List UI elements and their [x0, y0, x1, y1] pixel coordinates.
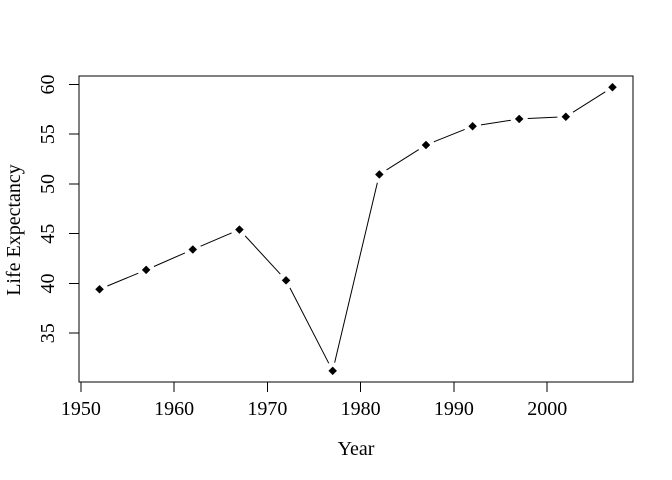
data-line-segment — [480, 119, 511, 126]
data-point-marker — [328, 366, 338, 376]
data-line-segment — [572, 91, 606, 113]
data-line-segment — [200, 232, 232, 247]
x-tick-label: 1960 — [154, 398, 194, 420]
data-line-segment — [153, 252, 186, 267]
data-point-marker — [188, 245, 198, 254]
data-line-segment — [386, 149, 420, 171]
data-point-marker — [235, 225, 244, 234]
y-tick-label: 60 — [37, 74, 59, 94]
plot-border — [78, 75, 634, 383]
data-line-segment — [527, 116, 558, 120]
data-point-marker — [608, 82, 617, 92]
x-tick-label: 1990 — [434, 398, 474, 420]
data-line-segment — [334, 182, 378, 363]
y-tick-label: 35 — [37, 323, 59, 343]
data-line-segment — [433, 128, 465, 143]
data-point-marker — [141, 265, 151, 275]
plot-layer: 1950 1960 1970 1980 1990 2000 35 40 45 50 55 60 — [37, 74, 634, 420]
data-line-segment — [244, 235, 281, 275]
data-point-marker — [421, 140, 431, 150]
data-point-marker — [95, 284, 104, 294]
data-line-segment — [107, 272, 139, 287]
data-line-segment — [289, 287, 330, 364]
x-tick-label: 1970 — [247, 398, 287, 420]
y-tick-label: 55 — [37, 124, 59, 144]
data-point-marker — [561, 112, 571, 122]
data-point-marker — [374, 170, 384, 179]
data-point-marker — [281, 275, 291, 285]
x-tick-label: 1950 — [61, 398, 101, 420]
y-axis-title: Life Expectancy — [3, 164, 25, 296]
x-tick-label: 2000 — [527, 398, 567, 420]
data-point-marker — [514, 114, 524, 124]
data-point-marker — [468, 121, 477, 131]
x-axis-title: Year — [338, 438, 375, 460]
x-tick-label: 1980 — [341, 398, 381, 420]
y-tick-label: 45 — [37, 224, 59, 244]
y-tick-label: 40 — [37, 273, 59, 293]
y-tick-label: 50 — [37, 174, 59, 194]
